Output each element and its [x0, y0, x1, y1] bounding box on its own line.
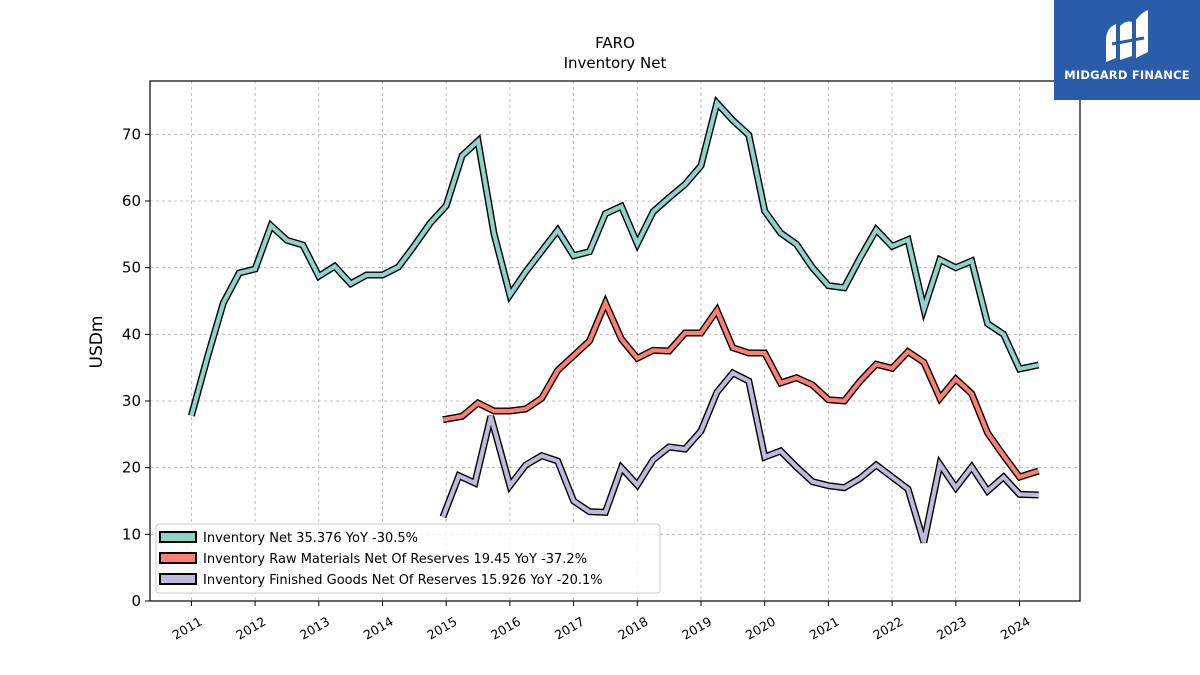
x-tick-label: 2017 [552, 614, 587, 643]
series-line-1 [442, 297, 1040, 480]
x-tick-label: 2015 [424, 614, 459, 643]
legend-swatch [159, 573, 197, 585]
x-tick-label: 2021 [807, 614, 842, 643]
x-tick-label: 2022 [870, 614, 905, 643]
legend-label: Inventory Net 35.376 YoY -30.5% [203, 531, 418, 546]
logo-mark-icon [1106, 10, 1148, 62]
y-tick-label: 40 [122, 325, 141, 343]
y-tick-label: 0 [131, 592, 141, 610]
legend-label: Inventory Finished Goods Net Of Reserves… [203, 573, 603, 588]
legend: Inventory Net 35.376 YoY -30.5% Inventory… [155, 523, 661, 594]
series-line-0 [189, 98, 1040, 417]
y-axis-ticks: 0 10 20 30 40 50 60 70 [122, 125, 150, 610]
x-tick-label: 2016 [488, 614, 523, 643]
chart-subtitle: Inventory Net [564, 54, 667, 72]
x-tick-label: 2011 [170, 614, 205, 643]
plot-frame [149, 80, 1081, 602]
logo-text: MIDGARD FINANCE [1064, 68, 1190, 82]
x-tick-label: 2013 [297, 614, 332, 643]
legend-label: Inventory Raw Materials Net Of Reserves … [203, 552, 587, 567]
x-tick-label: 2023 [934, 614, 969, 643]
y-tick-label: 30 [122, 392, 141, 410]
x-tick-label: 2018 [616, 614, 651, 643]
x-tick-label: 2024 [998, 614, 1033, 643]
y-tick-label: 20 [122, 459, 141, 477]
series-lines [188, 95, 1040, 544]
y-tick-label: 10 [122, 525, 141, 543]
y-tick-label: 60 [122, 192, 141, 210]
midgard-finance-logo: MIDGARD FINANCE [1054, 0, 1200, 100]
legend-swatch [159, 552, 197, 564]
y-axis-label: USDm [87, 316, 107, 369]
x-tick-label: 2014 [361, 614, 396, 643]
legend-box [155, 523, 661, 594]
legend-swatch [159, 531, 197, 543]
y-tick-label: 70 [122, 125, 141, 143]
y-tick-label: 50 [122, 259, 141, 277]
x-tick-label: 2019 [679, 614, 714, 643]
x-tick-label: 2012 [233, 614, 268, 643]
grid-lines [150, 81, 1080, 602]
x-axis-ticks: 2011 2012 2013 2014 2015 2016 2017 2018 2019 2020… [170, 601, 1033, 643]
series-outline-2 [439, 368, 1039, 544]
chart-title: FARO [595, 34, 635, 52]
series-line-2 [441, 370, 1039, 543]
x-tick-label: 2020 [743, 614, 778, 643]
